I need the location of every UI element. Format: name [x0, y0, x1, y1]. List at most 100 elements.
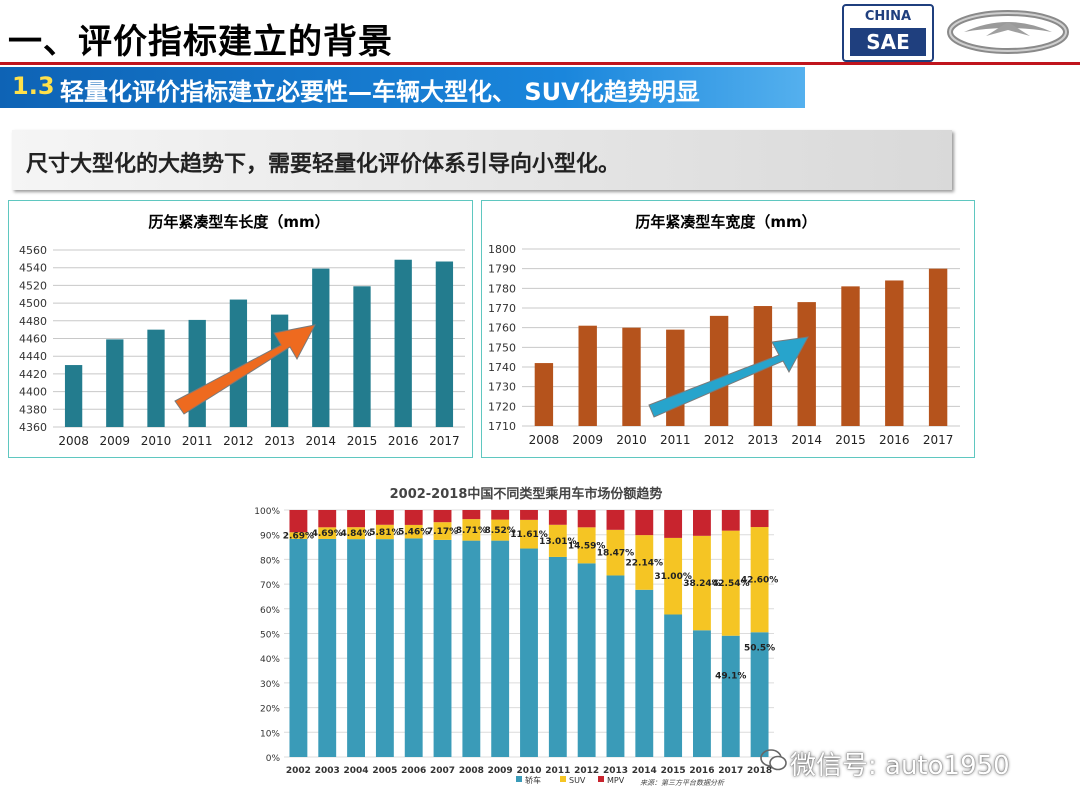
share-car-segment [491, 540, 510, 757]
share-suv-segment [433, 522, 452, 540]
width-chart-panel: 历年紧凑型车宽度（mm） 1710 1720 1730 1740 1750 1760 1770… [481, 200, 975, 458]
share-car-segment [433, 539, 452, 757]
width-chart-bar [534, 363, 554, 426]
width-chart-ytick: 1790 [488, 263, 516, 276]
share-suv-segment [750, 527, 769, 633]
share-mpv-segment [635, 510, 654, 536]
length-chart-xtick: 2015 [347, 434, 378, 448]
share-car-segment [664, 614, 683, 757]
share-chart-title: 2002-2018中国不同类型乘用车市场份额趋势 [390, 486, 663, 502]
legend-swatch [516, 776, 522, 782]
share-suv-segment [462, 519, 481, 541]
china-sae-logo: CHINA SAE [842, 4, 934, 62]
length-chart-ytick: 4520 [19, 279, 47, 292]
share-chart-ytick: 30% [260, 680, 280, 690]
width-chart-xtick: 2016 [879, 433, 910, 447]
length-chart-ytick: 4540 [19, 262, 47, 275]
share-mpv-segment [318, 510, 337, 528]
length-chart-panel: 历年紧凑型车长度（mm） 4360 4380 4400 4420 4440 4460 4480… [8, 200, 473, 458]
share-chart-xtick: 2012 [574, 766, 599, 776]
width-chart-xtick: 2009 [572, 433, 603, 447]
length-chart-bar [106, 339, 124, 427]
width-chart-bar [622, 327, 641, 426]
legend-label: MPV [607, 776, 625, 785]
share-car-segment [606, 575, 625, 757]
legend-swatch [560, 776, 566, 782]
share-car-segment [462, 540, 481, 757]
share-chart-ytick: 40% [260, 655, 280, 665]
share-suv-segment [693, 535, 711, 631]
share-chart-xtick: 2017 [718, 766, 743, 776]
share-mpv-segment [433, 510, 452, 523]
subtitle-bar [0, 67, 805, 108]
share-suv-label: 31.00% [654, 572, 692, 582]
logo-china-text: CHINA [864, 9, 912, 24]
note-text: 尺寸大型化的大趋势下，需要轻量化评价体系引导向小型化。 [26, 152, 621, 177]
share-car-label: 50.5% [744, 643, 775, 653]
width-chart-bar [578, 325, 597, 426]
share-suv-label: 42.54% [712, 579, 750, 589]
car-brand-logo [947, 10, 1069, 54]
share-chart-xtick: 2013 [603, 766, 628, 776]
share-chart-xtick: 2018 [747, 766, 772, 776]
share-car-segment [318, 538, 337, 757]
share-car-segment [721, 635, 740, 757]
share-mpv-segment [491, 510, 510, 520]
width-chart-xtick: 2013 [748, 433, 779, 447]
share-suv-label: 4.84% [340, 529, 371, 539]
share-chart-ytick: 50% [260, 631, 280, 641]
length-chart-ytick: 4560 [19, 244, 47, 257]
width-chart-xtick: 2014 [791, 433, 822, 447]
share-chart-xtick: 2014 [632, 766, 657, 776]
share-chart-ytick: 20% [260, 705, 280, 715]
share-suv-label: 14.59% [568, 541, 606, 551]
length-chart-ytick: 4500 [19, 297, 47, 310]
length-chart-ytick: 4400 [19, 386, 47, 399]
share-suv-segment [318, 527, 337, 539]
share-suv-label: 2.69% [283, 532, 314, 542]
share-mpv-segment [375, 510, 394, 525]
share-chart-source: 来源：第三方平台数据分析 [640, 779, 725, 787]
wechat-watermark: 微信号: auto1950 [790, 751, 1010, 781]
width-chart-bar [841, 286, 860, 426]
length-chart-xtick: 2014 [306, 434, 337, 448]
share-chart-xtick: 2016 [689, 766, 714, 776]
share-suv-segment [664, 537, 683, 615]
share-chart-xtick: 2011 [545, 766, 570, 776]
share-chart-panel: 2002-2018中国不同类型乘用车市场份额趋势 0% 10% 20% 30% 40% 50… [250, 476, 778, 792]
share-car-segment [347, 539, 365, 757]
share-suv-label: 4.69% [312, 529, 343, 539]
share-suv-label: 8.52% [485, 526, 516, 536]
share-suv-segment [635, 535, 654, 590]
width-chart-ytick: 1800 [488, 243, 516, 256]
width-chart-xtick: 2017 [923, 433, 954, 447]
width-chart: 历年紧凑型车宽度（mm） 1710 1720 1730 1740 1750 1760 1770… [488, 213, 960, 447]
share-suv-label: 42.60% [741, 576, 778, 586]
note-box [12, 130, 952, 190]
share-suv-segment [548, 524, 567, 557]
share-suv-segment [404, 524, 423, 539]
legend-label: 轿车 [525, 775, 541, 785]
share-chart-xtick: 2015 [661, 766, 686, 776]
share-mpv-segment [606, 510, 625, 530]
share-chart-xtick: 2006 [401, 766, 426, 776]
header-divider [0, 62, 1080, 65]
length-chart-xtick: 2013 [264, 434, 295, 448]
share-car-segment [635, 589, 654, 757]
length-chart-ytick: 4420 [19, 368, 47, 381]
share-chart-xtick: 2003 [315, 766, 340, 776]
subtitle-number: 1.3 [12, 72, 55, 100]
share-chart-ytick: 70% [260, 581, 280, 591]
share-mpv-segment [664, 510, 683, 538]
width-chart-ytick: 1730 [488, 381, 516, 394]
share-car-segment [577, 563, 596, 757]
share-chart-xtick: 2009 [488, 766, 513, 776]
share-suv-label: 11.61% [510, 530, 548, 540]
share-chart-ytick: 60% [260, 606, 280, 616]
width-chart-ytick: 1770 [488, 302, 516, 315]
width-chart-bar [797, 302, 816, 426]
share-suv-label: 8.71% [456, 526, 487, 536]
length-chart-ytick: 4360 [19, 421, 47, 434]
length-chart-title: 历年紧凑型车长度（mm） [148, 213, 329, 231]
length-chart-xtick: 2010 [141, 434, 172, 448]
